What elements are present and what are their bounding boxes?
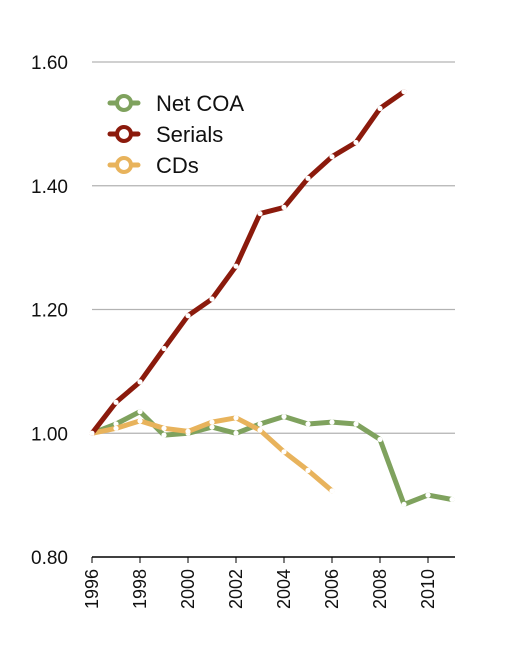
- data-point: [353, 421, 359, 427]
- legend-swatch-marker: [115, 156, 133, 174]
- x-tick-label: 1996: [82, 569, 102, 609]
- data-point: [329, 488, 335, 494]
- x-tick-label: 1998: [130, 569, 150, 609]
- data-point: [233, 415, 239, 421]
- legend-label: CDs: [156, 153, 199, 178]
- y-tick-label: 0.80: [31, 548, 68, 569]
- data-point: [377, 436, 383, 443]
- data-point: [89, 430, 95, 436]
- data-point: [161, 432, 167, 438]
- data-point: [137, 379, 143, 385]
- data-point: [281, 413, 287, 420]
- data-point: [449, 496, 455, 503]
- data-point: [209, 419, 215, 425]
- data-point: [233, 430, 239, 436]
- data-point: [161, 345, 167, 352]
- x-tick-label: 2000: [178, 569, 198, 609]
- data-point: [353, 139, 359, 146]
- x-tick-label: 2008: [370, 569, 390, 609]
- series-line-net-coa: [89, 409, 455, 507]
- data-point: [113, 399, 119, 405]
- legend: Net COA Serials CDs: [107, 91, 244, 178]
- y-tick-label: 1.00: [31, 424, 68, 445]
- data-point: [185, 428, 191, 434]
- x-axis: 1996 1998 2000 2002 2004 2006 2008 2010: [82, 557, 438, 609]
- data-point: [209, 296, 215, 302]
- data-point: [401, 89, 407, 95]
- data-point: [257, 427, 263, 433]
- data-point: [329, 154, 335, 160]
- x-tick-label: 2004: [274, 569, 294, 609]
- data-point: [137, 418, 143, 424]
- data-point: [281, 449, 287, 455]
- data-point: [185, 313, 191, 319]
- data-point: [425, 492, 431, 498]
- series-lines: [89, 89, 455, 508]
- y-tick-label: 1.40: [31, 177, 68, 198]
- gridlines: [92, 61, 455, 558]
- x-tick-label: 2010: [418, 569, 438, 609]
- data-point: [401, 501, 407, 508]
- data-point: [209, 424, 215, 430]
- data-point: [137, 408, 143, 415]
- data-point: [329, 419, 335, 425]
- data-point: [257, 210, 263, 217]
- data-point: [113, 421, 119, 427]
- data-point: [281, 204, 287, 211]
- x-tick-label: 2006: [322, 569, 342, 609]
- legend-swatch-marker: [115, 94, 133, 112]
- data-point: [305, 421, 311, 427]
- data-point: [161, 425, 167, 431]
- data-point: [305, 467, 311, 473]
- y-tick-label: 1.20: [31, 301, 68, 322]
- data-point: [377, 105, 383, 112]
- series-line-serials: [89, 89, 407, 436]
- legend-swatch-marker: [115, 125, 133, 143]
- legend-label: Serials: [156, 122, 223, 147]
- y-axis: 0.80 1.00 1.20 1.40 1.60: [31, 53, 68, 569]
- data-point: [233, 263, 239, 269]
- data-point: [113, 425, 119, 431]
- legend-label: Net COA: [156, 91, 244, 116]
- x-tick-label: 2002: [226, 569, 246, 609]
- y-tick-label: 1.60: [31, 53, 68, 74]
- data-point: [257, 421, 263, 427]
- data-point: [305, 175, 311, 181]
